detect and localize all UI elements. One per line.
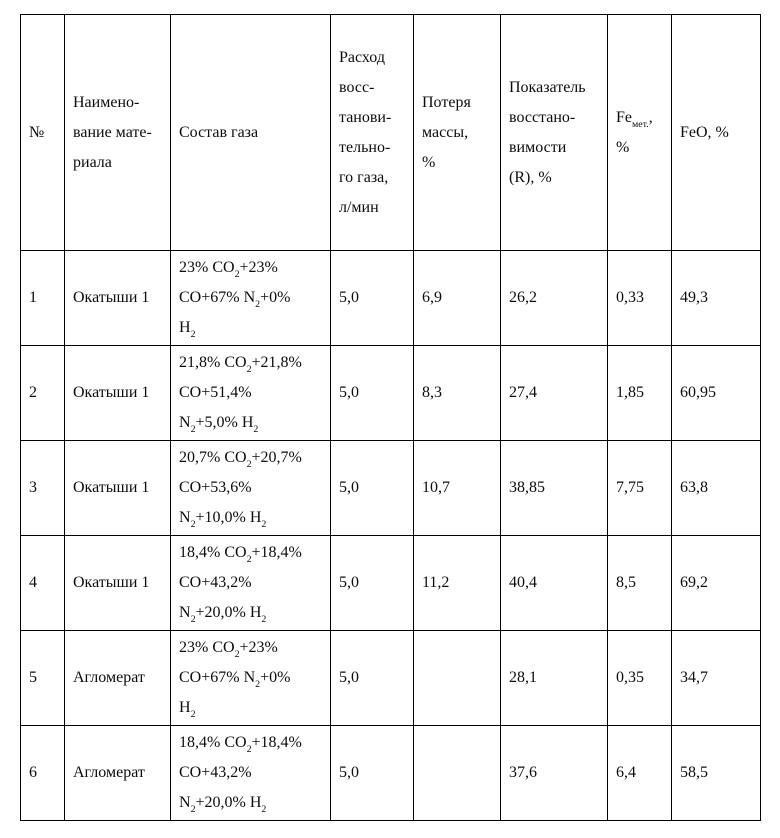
- cell-fe-met: 0,33: [607, 250, 672, 346]
- cell-feo: 60,95: [671, 345, 761, 441]
- cell-mass-loss: 11,2: [413, 535, 501, 631]
- table-row: 6 Агломерат 18,4% CO2+18,4% CO+43,2% N2+20…: [20, 725, 761, 821]
- cell-mass-loss: [413, 725, 501, 821]
- cell-gas-flow: 5,0: [330, 725, 414, 821]
- col-header-feo: FeO, %: [671, 14, 761, 251]
- cell-gas-composition: 18,4% CO2+18,4% CO+43,2% N2+20,0% H2: [170, 725, 331, 821]
- reduction-results-table: № Наимено-вание мате-риала Состав газа Р…: [20, 14, 761, 821]
- col-header-fe-met: Feмет.,%: [607, 14, 672, 251]
- cell-material: Агломерат: [64, 630, 171, 726]
- table-row: 2 Окатыши 1 21,8% CO2+21,8% CO+51,4% N2+5,…: [20, 345, 761, 441]
- cell-reducibility: 38,85: [500, 440, 608, 536]
- cell-material: Окатыши 1: [64, 440, 171, 536]
- cell-material: Окатыши 1: [64, 535, 171, 631]
- table-row: 3 Окатыши 1 20,7% CO2+20,7% CO+53,6% N2+10…: [20, 440, 761, 536]
- cell-reducibility: 37,6: [500, 725, 608, 821]
- cell-feo: 49,3: [671, 250, 761, 346]
- table-row: 5 Агломерат 23% CO2+23% CO+67% N2+0% H2 5,…: [20, 630, 761, 726]
- cell-mass-loss: 6,9: [413, 250, 501, 346]
- cell-material: Окатыши 1: [64, 345, 171, 441]
- col-header-mass-loss: Потеря массы,%: [413, 14, 501, 251]
- col-header-reducibility: Показатель восстано-вимости (R), %: [500, 14, 608, 251]
- col-header-material: Наимено-вание мате-риала: [64, 14, 171, 251]
- cell-fe-met: 0,35: [607, 630, 672, 726]
- cell-feo: 34,7: [671, 630, 761, 726]
- col-header-number: №: [20, 14, 65, 251]
- cell-feo: 69,2: [671, 535, 761, 631]
- cell-mass-loss: 8,3: [413, 345, 501, 441]
- cell-material: Окатыши 1: [64, 250, 171, 346]
- cell-num: 2: [20, 345, 65, 441]
- cell-reducibility: 40,4: [500, 535, 608, 631]
- cell-reducibility: 26,2: [500, 250, 608, 346]
- cell-num: 4: [20, 535, 65, 631]
- cell-feo: 63,8: [671, 440, 761, 536]
- cell-gas-composition: 21,8% CO2+21,8% CO+51,4% N2+5,0% H2: [170, 345, 331, 441]
- cell-gas-composition: 20,7% CO2+20,7% CO+53,6% N2+10,0% H2: [170, 440, 331, 536]
- cell-material: Агломерат: [64, 725, 171, 821]
- cell-mass-loss: [413, 630, 501, 726]
- table-row: 1 Окатыши 1 23% CO2+23% CO+67% N2+0% H2 5,…: [20, 250, 761, 346]
- cell-fe-met: 1,85: [607, 345, 672, 441]
- cell-gas-flow: 5,0: [330, 630, 414, 726]
- col-header-gas-composition: Состав газа: [170, 14, 331, 251]
- cell-gas-composition: 23% CO2+23% CO+67% N2+0% H2: [170, 630, 331, 726]
- cell-gas-flow: 5,0: [330, 535, 414, 631]
- col-header-gas-flow: Расход восс-танови-тельно-го газа, л/мин: [330, 14, 414, 251]
- cell-reducibility: 28,1: [500, 630, 608, 726]
- cell-reducibility: 27,4: [500, 345, 608, 441]
- cell-num: 3: [20, 440, 65, 536]
- cell-gas-flow: 5,0: [330, 250, 414, 346]
- cell-gas-flow: 5,0: [330, 440, 414, 536]
- cell-num: 1: [20, 250, 65, 346]
- cell-num: 5: [20, 630, 65, 726]
- document-page: № Наимено-вание мате-риала Состав газа Р…: [20, 14, 761, 821]
- cell-num: 6: [20, 725, 65, 821]
- cell-feo: 58,5: [671, 725, 761, 821]
- cell-gas-composition: 23% CO2+23% CO+67% N2+0% H2: [170, 250, 331, 346]
- cell-gas-composition: 18,4% CO2+18,4% CO+43,2% N2+20,0% H2: [170, 535, 331, 631]
- cell-fe-met: 7,75: [607, 440, 672, 536]
- header-row: № Наимено-вание мате-риала Состав газа Р…: [20, 14, 761, 251]
- cell-fe-met: 6,4: [607, 725, 672, 821]
- cell-fe-met: 8,5: [607, 535, 672, 631]
- table-row: 4 Окатыши 1 18,4% CO2+18,4% CO+43,2% N2+20…: [20, 535, 761, 631]
- cell-mass-loss: 10,7: [413, 440, 501, 536]
- cell-gas-flow: 5,0: [330, 345, 414, 441]
